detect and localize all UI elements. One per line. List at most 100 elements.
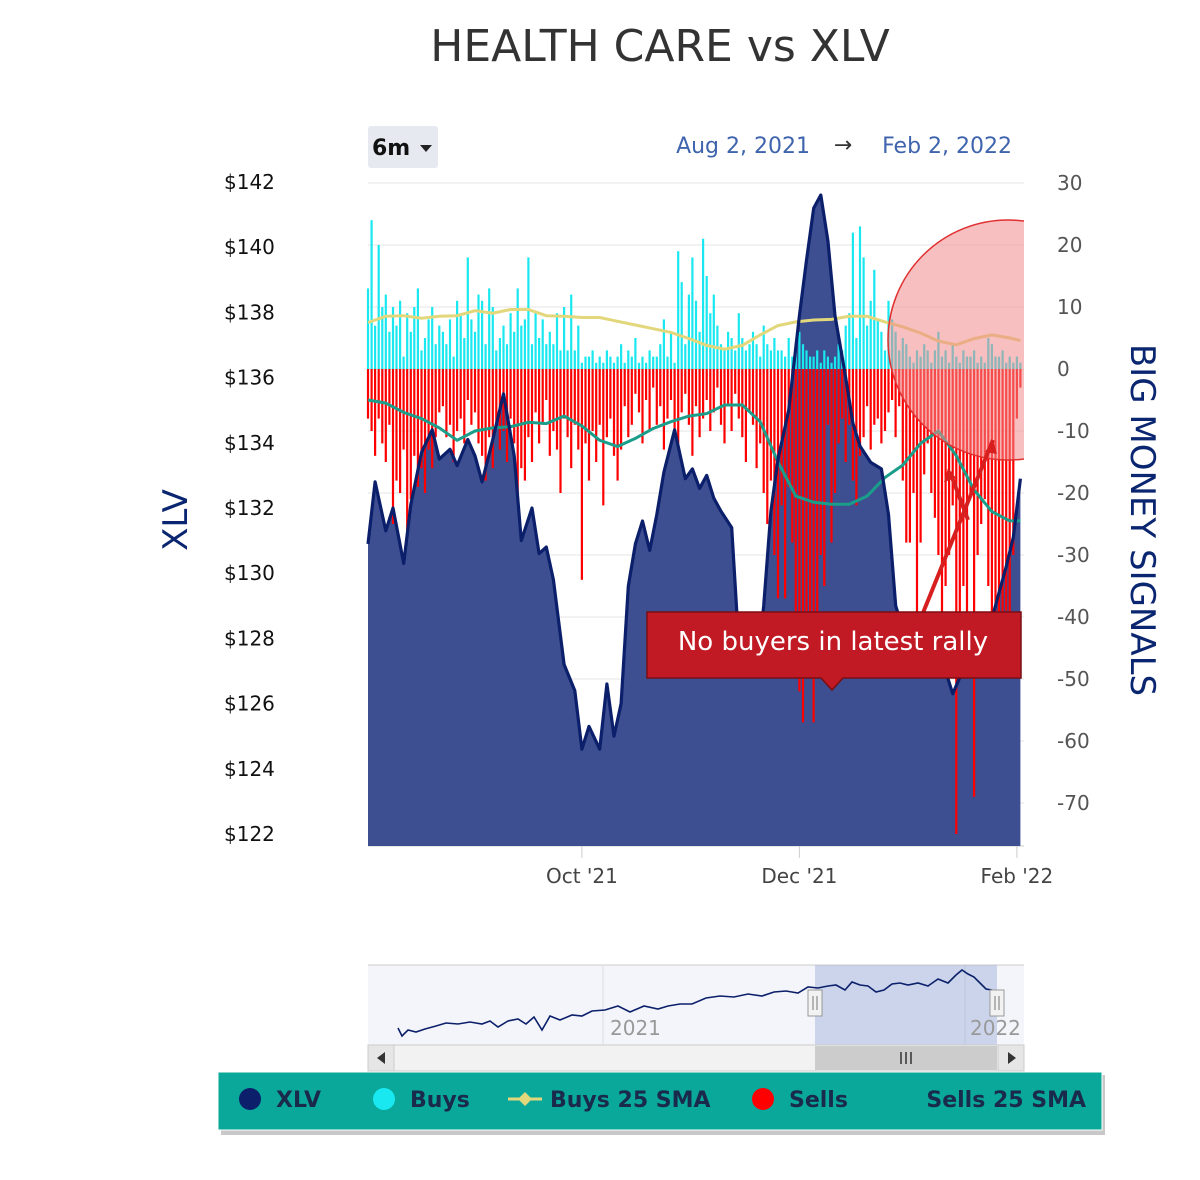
legend-marker-sells: [752, 1088, 774, 1110]
buy-bar: [448, 319, 452, 369]
sell-bar: [402, 369, 405, 450]
buy-bar: [409, 331, 412, 369]
y-right-tick-label: -10: [1057, 419, 1090, 443]
sell-bar: [452, 369, 455, 462]
sell-bar: [534, 369, 537, 413]
range-selector-button[interactable]: 6m: [368, 126, 438, 168]
legend-item-sells[interactable]: Sells: [752, 1088, 848, 1113]
sell-bar: [523, 369, 526, 481]
sell-bar: [1008, 369, 1011, 642]
legend-item-buys[interactable]: Buys: [373, 1088, 470, 1113]
buy-bar: [673, 362, 676, 369]
legend-item-sells-sma[interactable]: Sells 25 SMA: [926, 1088, 1086, 1113]
sell-bar: [634, 369, 637, 394]
navigator-label-2021: 2021: [610, 1016, 661, 1040]
buy-bar: [662, 319, 665, 369]
navigator-handle-right[interactable]: [989, 989, 1005, 1017]
buy-bar: [427, 319, 430, 369]
y-left-tick-label: $128: [224, 626, 275, 650]
buy-bar: [816, 350, 819, 369]
legend-marker-buys-sma: [518, 1092, 532, 1106]
sell-bar: [894, 369, 897, 438]
buy-bar: [584, 356, 587, 369]
sell-bar: [826, 369, 829, 425]
y-right-ticks: 30 20 10 0 -10 -20 -30 -40 -50 -60 -70: [1057, 171, 1090, 815]
sell-bar: [627, 369, 630, 438]
navigator[interactable]: 2021 2022: [368, 964, 1024, 1045]
sell-bar: [698, 369, 701, 438]
sell-bar: [759, 369, 762, 444]
sell-bar: [948, 369, 951, 555]
sell-bar: [798, 369, 801, 692]
sell-bar: [448, 369, 452, 425]
buy-bar: [598, 356, 601, 369]
date-from[interactable]: Aug 2, 2021: [676, 134, 810, 159]
x-tick-label: Feb '22: [981, 864, 1054, 888]
buy-bar: [438, 325, 441, 369]
sell-bar: [595, 369, 598, 462]
y-left-tick-label: $132: [224, 496, 275, 520]
buy-bar: [523, 319, 526, 369]
legend-label-sells-sma: Sells 25 SMA: [926, 1088, 1086, 1113]
buy-bar: [527, 257, 530, 369]
chart-title: HEALTH CARE vs XLV: [430, 21, 889, 72]
y-right-tick-label: -70: [1057, 791, 1090, 815]
buy-bar: [441, 331, 444, 369]
buy-bar: [719, 344, 723, 369]
buy-bar: [727, 331, 730, 369]
buy-bar: [702, 238, 705, 369]
buy-bar: [759, 356, 762, 369]
y-left-ticks: $142 $140 $138 $136 $134 $132 $130 $128 $126 $124…: [224, 170, 275, 846]
legend-item-xlv[interactable]: XLV: [239, 1088, 321, 1113]
sell-bar: [734, 369, 737, 394]
buy-bar: [876, 319, 879, 369]
buy-bar: [823, 350, 826, 369]
buy-bar: [374, 325, 377, 369]
buy-bar: [580, 362, 583, 369]
buy-bar: [459, 313, 462, 369]
navigator-label-2022: 2022: [970, 1016, 1021, 1040]
x-tick-label: Dec '21: [761, 864, 837, 888]
scroll-left-button[interactable]: [367, 1044, 395, 1072]
y-left-tick-label: $122: [224, 822, 275, 846]
sell-bar: [933, 369, 936, 518]
y-left-tick-label: $142: [224, 170, 275, 194]
sell-bar: [384, 369, 387, 462]
sell-bar: [973, 369, 976, 797]
scrollbar[interactable]: [367, 1044, 1025, 1072]
sell-bar: [702, 369, 705, 419]
buy-bar: [391, 307, 395, 369]
legend-label-sells: Sells: [789, 1088, 848, 1113]
buy-bar: [687, 294, 690, 369]
sell-bar: [399, 369, 402, 493]
sell-bar: [545, 369, 548, 400]
buy-bar: [434, 344, 437, 369]
sell-bar: [563, 369, 566, 419]
sell-bar: [837, 369, 840, 444]
y-left-tick-label: $134: [224, 431, 275, 455]
buy-bar: [755, 344, 758, 369]
sell-bar: [587, 369, 591, 481]
buy-bar: [634, 338, 637, 369]
sell-bar: [666, 369, 669, 419]
buy-bar: [406, 313, 409, 369]
arrow-right-icon: [1008, 1052, 1016, 1064]
buy-bar: [848, 313, 851, 369]
sell-bar: [662, 369, 665, 450]
buy-bar: [766, 344, 769, 369]
sell-bar: [962, 369, 965, 586]
buy-bar: [491, 307, 494, 369]
navigator-selection[interactable]: [815, 965, 997, 1045]
buy-bar: [734, 350, 737, 369]
navigator-handle-left[interactable]: [807, 989, 823, 1017]
sell-bar: [516, 369, 519, 493]
legend-label-buys: Buys: [410, 1088, 470, 1113]
legend-item-buys-sma[interactable]: Buys 25 SMA: [508, 1088, 711, 1113]
y-left-tick-label: $138: [224, 300, 275, 324]
sell-bar: [716, 369, 719, 388]
buy-bar: [463, 338, 466, 369]
legend: XLV Buys Buys 25 SMA Sells Sells 25 SMA: [217, 1071, 1105, 1135]
scroll-right-button[interactable]: [997, 1044, 1025, 1072]
buy-bar: [431, 307, 434, 369]
date-to[interactable]: Feb 2, 2022: [882, 134, 1012, 159]
